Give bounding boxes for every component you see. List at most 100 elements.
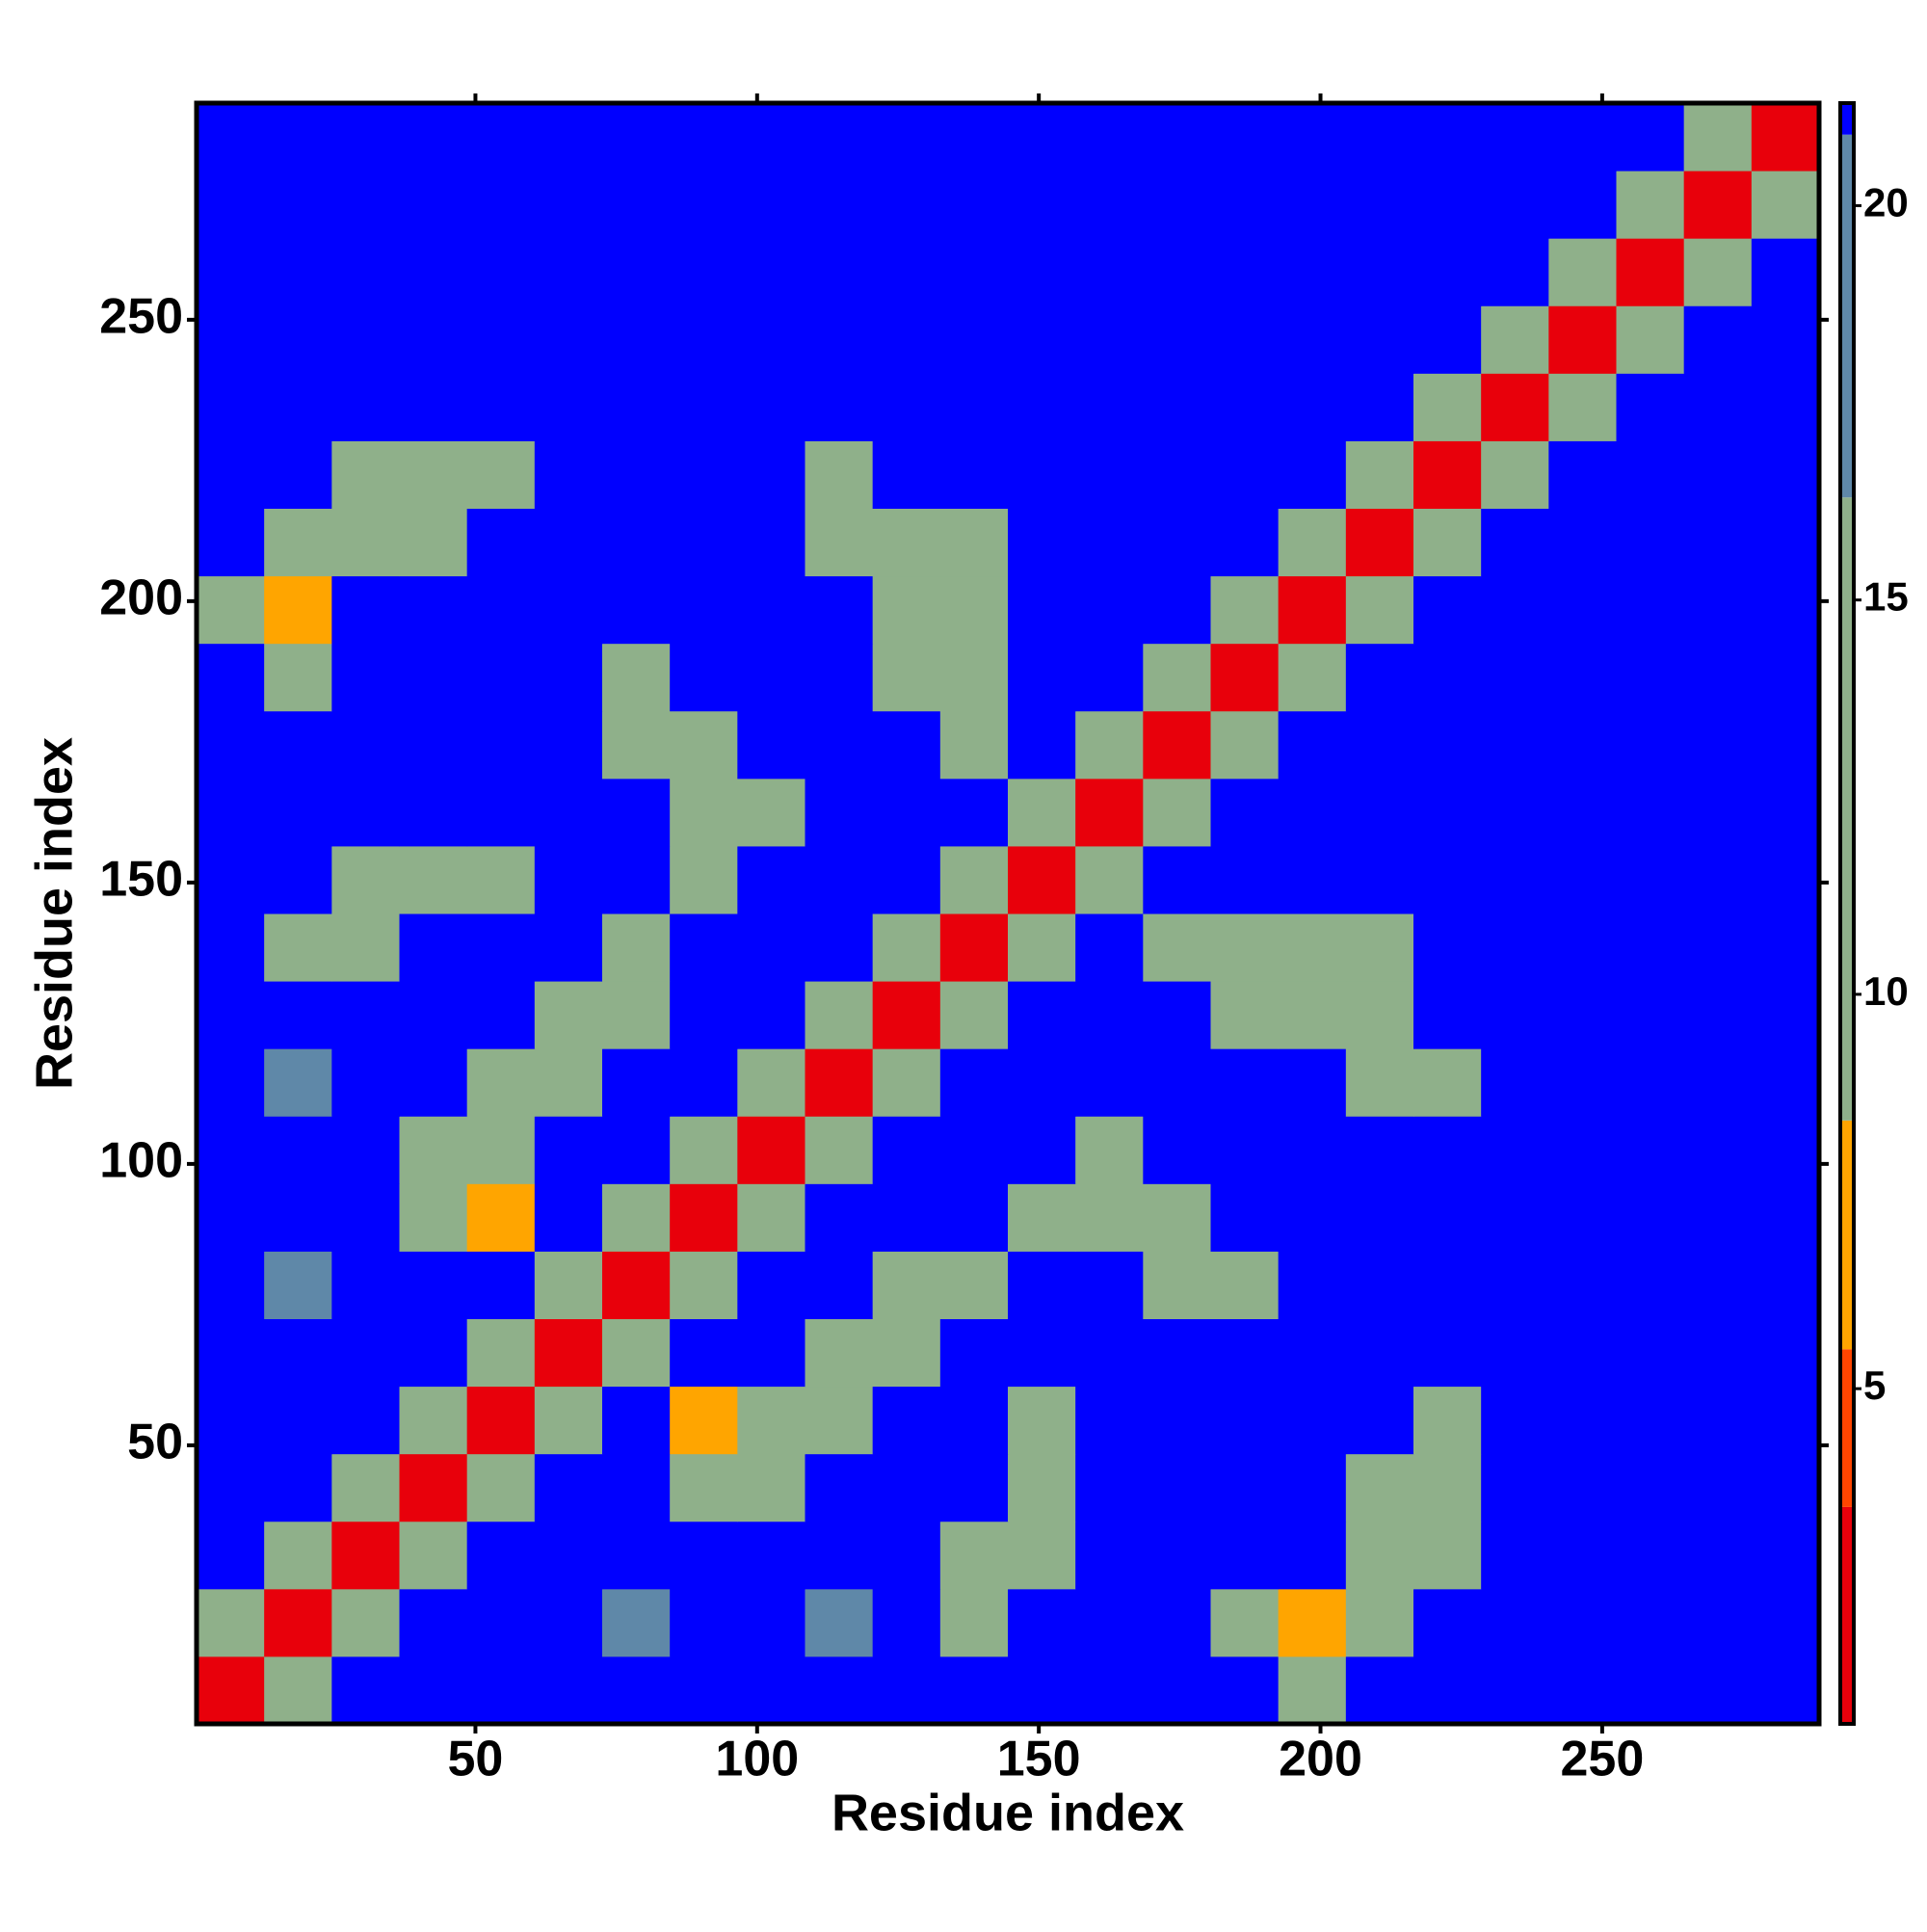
heatmap-cell — [1548, 1251, 1617, 1319]
heatmap-cell — [805, 238, 874, 306]
heatmap-cell — [1278, 1318, 1347, 1388]
heatmap-cell — [1616, 845, 1685, 914]
heatmap-cell — [1345, 373, 1414, 441]
heatmap-cell — [399, 1318, 468, 1388]
heatmap-cell — [1683, 171, 1753, 239]
heatmap-cell — [1075, 508, 1144, 577]
heatmap-cell — [1548, 1116, 1617, 1184]
colorbar-band — [1840, 1349, 1854, 1507]
heatmap-cell — [1278, 1588, 1347, 1657]
heatmap-cell — [1210, 103, 1280, 172]
heatmap-cell — [670, 710, 738, 780]
heatmap-cell — [466, 575, 536, 645]
heatmap-cell — [1413, 238, 1482, 306]
heatmap-cell — [399, 845, 468, 914]
heatmap-cell — [1278, 171, 1347, 239]
heatmap-cell — [1548, 1453, 1617, 1522]
heatmap-cell — [331, 1521, 400, 1590]
heatmap-cell — [1008, 1048, 1076, 1117]
heatmap-cell — [805, 1521, 874, 1590]
heatmap-cell — [399, 1655, 468, 1725]
heatmap-cell — [872, 778, 941, 847]
heatmap-cell — [1548, 171, 1617, 239]
heatmap-cell — [534, 1183, 603, 1252]
heatmap-cell — [534, 171, 603, 239]
heatmap-cell — [1345, 643, 1414, 712]
heatmap-cell — [1210, 1183, 1280, 1252]
heatmap-cell — [466, 1655, 536, 1725]
heatmap-cell — [1616, 981, 1685, 1049]
heatmap-cell — [1008, 981, 1076, 1049]
heatmap-cell — [399, 1116, 468, 1184]
heatmap-cell — [1751, 103, 1820, 172]
heatmap-cell — [264, 1588, 332, 1657]
heatmap-cell — [1413, 1183, 1482, 1252]
heatmap-cell — [197, 238, 265, 306]
heatmap-cell — [1210, 1655, 1280, 1725]
heatmap-cell — [1210, 440, 1280, 509]
heatmap-cell — [1616, 440, 1685, 509]
heatmap-cell — [939, 1453, 1009, 1522]
heatmap-cell — [1210, 1521, 1280, 1590]
heatmap-cell — [1143, 575, 1211, 645]
heatmap-cell — [1481, 778, 1549, 847]
heatmap-cell — [534, 1048, 603, 1117]
heatmap-cell — [1075, 1588, 1144, 1657]
heatmap-cell — [264, 913, 332, 982]
heatmap-cell — [1143, 710, 1211, 780]
heatmap-cell — [1683, 1048, 1753, 1117]
heatmap-cell — [264, 845, 332, 914]
heatmap-cell — [1278, 845, 1347, 914]
heatmap-cell — [399, 1183, 468, 1252]
heatmap-cell — [1345, 238, 1414, 306]
heatmap-cell — [1751, 710, 1820, 780]
heatmap-cell — [1481, 643, 1549, 712]
heatmap-cell — [1278, 305, 1347, 374]
heatmap-cell — [331, 845, 400, 914]
heatmap-cell — [670, 1116, 738, 1184]
heatmap-cell — [534, 1386, 603, 1455]
heatmap-cell — [670, 1183, 738, 1252]
colorbar-tick-label: 5 — [1863, 1363, 1886, 1408]
heatmap-cell — [1008, 1251, 1076, 1319]
heatmap-cell — [1345, 575, 1414, 645]
heatmap-cell — [197, 373, 265, 441]
heatmap-cell — [1548, 1048, 1617, 1117]
heatmap-cell — [197, 1386, 265, 1455]
heatmap-cell — [1143, 981, 1211, 1049]
heatmap-cell — [264, 171, 332, 239]
heatmap-cell — [1751, 1251, 1820, 1319]
heatmap-cell — [264, 1048, 332, 1117]
heatmap-cell — [1008, 1588, 1076, 1657]
heatmap-cell — [1481, 238, 1549, 306]
heatmap-cell — [1210, 1318, 1280, 1388]
heatmap-cell — [670, 981, 738, 1049]
heatmap-cell — [1616, 1521, 1685, 1590]
heatmap-cell — [1616, 778, 1685, 847]
heatmap-cell — [1548, 305, 1617, 374]
heatmap-cell — [670, 778, 738, 847]
heatmap-cell — [1008, 373, 1076, 441]
heatmap-cell — [1683, 373, 1753, 441]
heatmap-cell — [939, 305, 1009, 374]
y-tick-label: 200 — [99, 570, 183, 626]
heatmap-cell — [264, 1183, 332, 1252]
heatmap-cell — [737, 508, 805, 577]
heatmap-cell — [1278, 508, 1347, 577]
heatmap-cell — [1210, 1251, 1280, 1319]
heatmap-cell — [1075, 171, 1144, 239]
heatmap-cell — [1143, 1588, 1211, 1657]
heatmap-cell — [1075, 845, 1144, 914]
plot-frame — [194, 100, 1822, 1727]
heatmap-cell — [1008, 575, 1076, 645]
heatmap-cell — [1008, 1318, 1076, 1388]
heatmap-cell — [1143, 103, 1211, 172]
heatmap-cell — [1075, 238, 1144, 306]
heatmap-cell — [1413, 1318, 1482, 1388]
heatmap-cell — [466, 1116, 536, 1184]
heatmap-cell — [1008, 1183, 1076, 1252]
heatmap-cell — [1683, 575, 1753, 645]
x-tick-label: 150 — [997, 1732, 1081, 1787]
heatmap-cell — [399, 305, 468, 374]
heatmap-cell — [872, 171, 941, 239]
